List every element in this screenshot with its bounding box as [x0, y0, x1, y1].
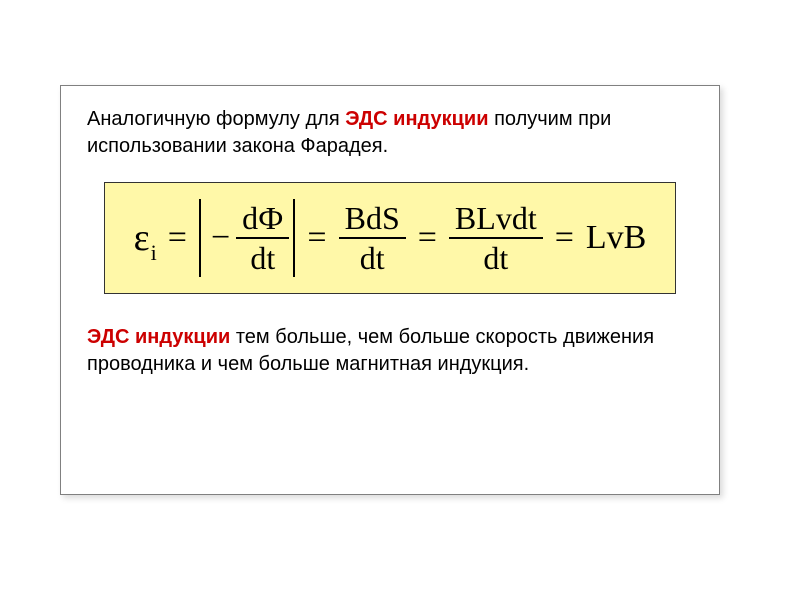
frac2-num: BdS: [339, 199, 406, 237]
abs-inner: − dФ dt: [201, 199, 293, 277]
paragraph-2: ЭДС индукции тем больше, чем больше скор…: [87, 324, 693, 378]
formula: εi = − dФ dt = BdS dt: [134, 199, 647, 277]
rhs-lvb: LvB: [586, 219, 646, 257]
formula-box: εi = − dФ dt = BdS dt: [104, 182, 676, 294]
frac1-num: dФ: [236, 199, 289, 237]
p1-text-a: Аналогичную формулу для: [87, 108, 345, 130]
frac2-den: dt: [354, 239, 391, 277]
paragraph-2-wrap: ЭДС индукции тем больше, чем больше скор…: [87, 324, 693, 378]
equals-1: =: [168, 219, 187, 257]
abs-value: − dФ dt: [199, 199, 295, 277]
fraction-2: BdS dt: [339, 199, 406, 277]
fraction-3: BLvdt dt: [449, 199, 543, 277]
frac3-den: dt: [477, 239, 514, 277]
slide-container: Аналогичную формулу для ЭДС индукции пол…: [60, 85, 720, 495]
abs-bar-right: [293, 199, 295, 277]
p1-term-emf: ЭДС индукции: [345, 108, 488, 130]
epsilon-subscript: i: [151, 240, 157, 266]
equals-3: =: [418, 219, 437, 257]
epsilon-char: ε: [134, 216, 150, 260]
paragraph-1: Аналогичную формулу для ЭДС индукции пол…: [87, 106, 693, 160]
frac3-num: BLvdt: [449, 199, 543, 237]
minus-sign: −: [211, 219, 230, 257]
fraction-1: dФ dt: [236, 199, 289, 277]
equals-2: =: [307, 219, 326, 257]
p2-term-emf: ЭДС индукции: [87, 326, 230, 348]
frac1-den: dt: [244, 239, 281, 277]
equals-4: =: [555, 219, 574, 257]
epsilon-symbol: εi: [134, 216, 156, 260]
